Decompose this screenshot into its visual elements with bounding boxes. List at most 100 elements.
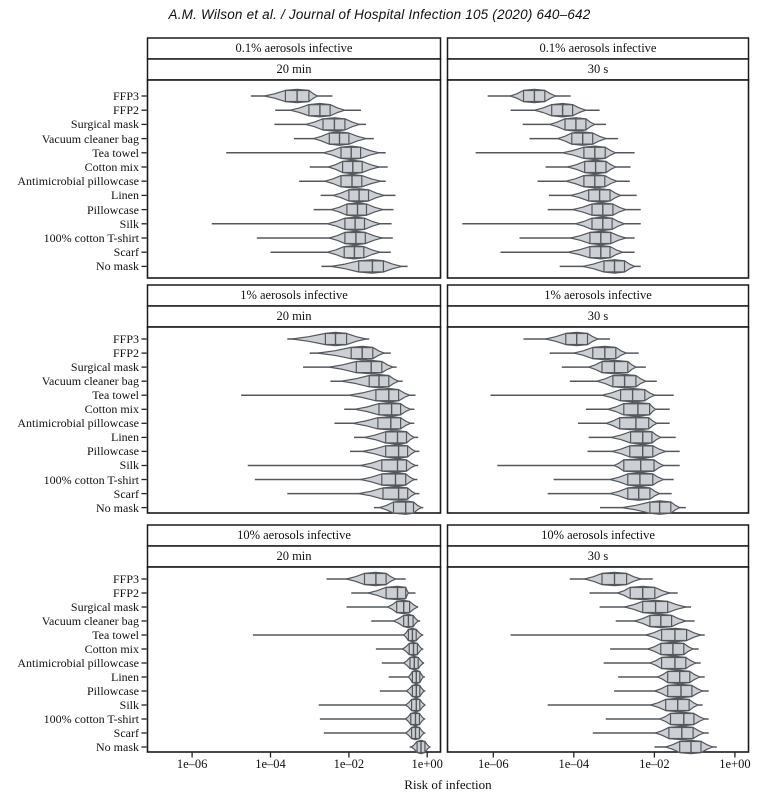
y-label-tea-towel: Tea towel: [92, 145, 139, 160]
violin-10-aerosols-infective-30-s-pillowcase: [614, 683, 709, 699]
violin-1-aerosols-infective-30-s-scarf: [547, 486, 672, 501]
violin-10-aerosols-infective-30-s-ffp3: [569, 571, 653, 587]
y-label-ffp3: FFP3: [112, 332, 139, 346]
y-label-vacuum-cleaner-bag: Vacuum cleaner bag: [41, 374, 139, 389]
violin-1-aerosols-infective-20-min-ffp2: [309, 345, 391, 361]
y-label-ffp3: FFP3: [112, 89, 139, 103]
violin-0-1-aerosols-infective-20-min-100-cotton-t-shirt: [256, 230, 393, 246]
violin-1-aerosols-infective-20-min-silk: [247, 458, 419, 473]
violin-1-aerosols-infective-30-s-cotton-mix: [585, 402, 670, 417]
violin-0-1-aerosols-infective-30-s-antimicrobial-pillowcase: [537, 173, 630, 189]
y-label-antimicrobial-pillowcase: Antimicrobial pillowcase: [17, 174, 139, 189]
panel-border-0-1-aerosols-infective-20-min: [146, 79, 442, 279]
violin-1-aerosols-infective-20-min-antimicrobial-pillowcase: [334, 416, 415, 431]
violin-0-1-aerosols-infective-20-min-no-mask: [321, 259, 408, 274]
violin-1-aerosols-infective-20-min-ffp3: [287, 331, 370, 347]
quartile-box: [649, 501, 672, 514]
violin-10-aerosols-infective-20-min-vacuum-cleaner-bag: [371, 613, 421, 629]
y-label-pillowcase: Pillowcase: [87, 202, 139, 217]
violin-1-aerosols-infective-30-s-vacuum-cleaner-bag: [569, 373, 657, 389]
violin-10-aerosols-infective-20-min-pillowcase: [379, 683, 426, 699]
quartile-box: [385, 586, 407, 600]
violin-0-1-aerosols-infective-20-min-antimicrobial-pillowcase: [299, 173, 386, 189]
violin-1-aerosols-infective-30-s-pillowcase: [587, 444, 680, 459]
violin-10-aerosols-infective-30-s-no-mask: [654, 739, 717, 755]
y-label-100-cotton-t-shirt: 100% cotton T-shirt: [43, 472, 139, 487]
quartile-box: [382, 487, 409, 500]
violin-0-1-aerosols-infective-30-s-100-cotton-t-shirt: [519, 230, 635, 246]
violin-1-aerosols-infective-20-min-cotton-mix: [344, 402, 415, 417]
strip-label-duration-1-aerosols-infective-20-min: 20 min: [276, 309, 312, 323]
violin-0-1-aerosols-infective-20-min-pillowcase: [313, 202, 394, 217]
violin-0-1-aerosols-infective-20-min-silk: [211, 216, 392, 232]
violin-1-aerosols-infective-30-s-ffp2: [549, 345, 639, 361]
violin-0-1-aerosols-infective-30-s-scarf: [500, 244, 635, 260]
quartile-box: [358, 260, 385, 273]
strip-label-aerosol-1-aerosols-infective-20-min: 1% aerosols infective: [240, 288, 348, 302]
violin-10-aerosols-infective-20-min-linen: [388, 669, 425, 685]
violin-1-aerosols-infective-20-min-tea-towel: [241, 387, 416, 403]
violin-10-aerosols-infective-30-s-surgical-mask: [599, 599, 691, 615]
strip-label-duration-10-aerosols-infective-30-s: 30 s: [587, 549, 609, 563]
y-label-silk: Silk: [119, 698, 139, 712]
violin-10-aerosols-infective-20-min-ffp3: [326, 571, 406, 587]
y-label-antimicrobial-pillowcase: Antimicrobial pillowcase: [17, 416, 139, 431]
running-head: A.M. Wilson et al. / Journal of Hospital…: [168, 7, 591, 22]
violin-1-aerosols-infective-30-s-silk: [497, 458, 680, 473]
strip-label-duration-0-1-aerosols-infective-30-s: 30 s: [587, 62, 609, 76]
violin-10-aerosols-infective-30-s-tea-towel: [510, 627, 705, 643]
x-tick-label-1e-04: 1e–04: [255, 757, 286, 771]
y-label-ffp2: FFP2: [112, 103, 139, 118]
y-label-vacuum-cleaner-bag: Vacuum cleaner bag: [41, 131, 139, 146]
violin-0-1-aerosols-infective-20-min-tea-towel: [226, 145, 386, 161]
violin-0-1-aerosols-infective-30-s-linen: [548, 188, 637, 203]
violin-1-aerosols-infective-30-s-surgical-mask: [561, 359, 646, 375]
quartile-box: [377, 417, 402, 430]
y-label-vacuum-cleaner-bag: Vacuum cleaner bag: [41, 614, 139, 628]
violin-10-aerosols-infective-30-s-antimicrobial-pillowcase: [603, 655, 701, 671]
violin-0-1-aerosols-infective-30-s-vacuum-cleaner-bag: [529, 131, 619, 146]
violin-0-1-aerosols-infective-30-s-surgical-mask: [522, 117, 607, 132]
violin-1-aerosols-infective-30-s-no-mask: [600, 500, 686, 515]
y-label-pillowcase: Pillowcase: [87, 684, 139, 698]
violin-0-1-aerosols-infective-30-s-no-mask: [559, 259, 641, 274]
violin-1-aerosols-infective-30-s-linen: [588, 430, 676, 445]
violin-0-1-aerosols-infective-30-s-tea-towel: [475, 145, 635, 161]
strip-label-duration-1-aerosols-infective-30-s: 30 s: [587, 309, 609, 323]
violin-10-aerosols-infective-20-min-no-mask: [409, 739, 431, 755]
strip-label-aerosol-0-1-aerosols-infective-20-min: 0.1% aerosols infective: [235, 41, 353, 55]
strip-label-aerosol-10-aerosols-infective-20-min: 10% aerosols infective: [237, 528, 351, 542]
violin-10-aerosols-infective-30-s-ffp2: [589, 585, 678, 601]
y-label-silk: Silk: [119, 216, 139, 231]
x-tick-label-1e-06: 1e–06: [176, 757, 208, 771]
quartile-box: [629, 445, 654, 458]
x-tick-label-1e-06: 1e–06: [478, 757, 509, 771]
violin-1-aerosols-infective-30-s-ffp3: [523, 331, 611, 347]
violin-10-aerosols-infective-30-s-100-cotton-t-shirt: [605, 711, 709, 727]
violin-10-aerosols-infective-20-min-surgical-mask: [346, 599, 419, 615]
quartile-box: [589, 246, 611, 259]
violin-0-1-aerosols-infective-20-min-cotton-mix: [309, 159, 388, 175]
quartile-box: [344, 231, 366, 245]
violin-10-aerosols-infective-20-min-100-cotton-t-shirt: [319, 711, 426, 727]
x-axis-title: Risk of infection: [404, 777, 492, 792]
x-tick-label-1e-02: 1e–02: [333, 757, 365, 771]
y-label-scarf: Scarf: [113, 245, 139, 260]
quartile-box: [381, 473, 407, 486]
y-label-100-cotton-t-shirt: 100% cotton T-shirt: [43, 231, 139, 245]
violin-10-aerosols-infective-20-min-tea-towel: [252, 627, 424, 643]
y-label-cotton-mix: Cotton mix: [84, 642, 139, 656]
x-tick-label-1e-04: 1e–04: [558, 757, 590, 771]
quartile-box: [385, 431, 408, 444]
violin-0-1-aerosols-infective-20-min-ffp2: [275, 102, 361, 118]
quartile-box: [623, 459, 655, 472]
violin-10-aerosols-infective-30-s-vacuum-cleaner-bag: [615, 613, 695, 629]
x-tick-label-1e-00: 1e+00: [719, 757, 751, 771]
y-label-linen: Linen: [111, 188, 139, 203]
violin-1-aerosols-infective-20-min-linen: [354, 430, 419, 445]
y-label-scarf: Scarf: [113, 726, 139, 740]
violin-1-aerosols-infective-30-s-tea-towel: [490, 387, 674, 403]
y-label-cotton-mix: Cotton mix: [84, 402, 139, 417]
violin-1-aerosols-infective-20-min-scarf: [287, 486, 420, 501]
